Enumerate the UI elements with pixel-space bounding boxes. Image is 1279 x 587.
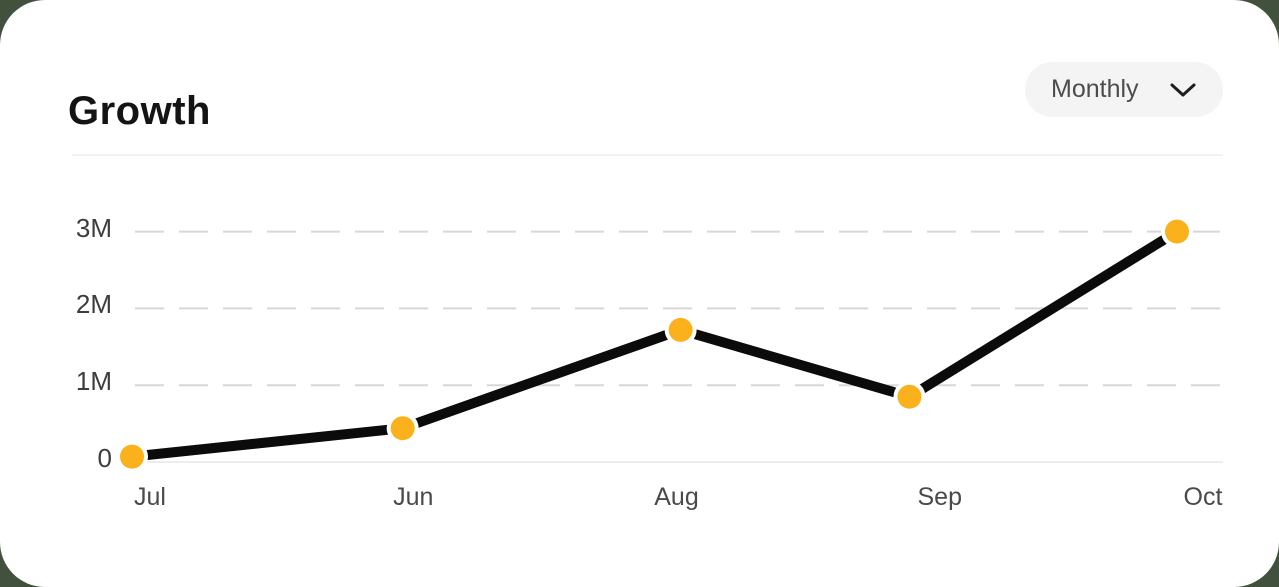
gridlines [135,230,1223,463]
y-axis-label-2M: 2M [75,289,112,320]
data-point-marker [897,384,922,409]
data-point-oct[interactable] [1161,215,1193,248]
data-point-marker [390,416,415,441]
page-title: Growth [68,88,211,133]
monthly-dropdown-label: Monthly [1051,75,1139,103]
data-point-marker [668,317,693,342]
y-axis-label-3M: 3M [75,212,112,243]
chevron-down-icon [1169,82,1197,98]
x-axis-label-oct: Oct [1183,483,1223,511]
x-axis-label-jun: Jun [393,483,434,511]
y-axis-label-0: 0 [97,443,112,473]
x-axis-label-sep: Sep [917,483,962,511]
data-point-marker [120,444,144,469]
data-point-aug[interactable] [664,313,697,346]
monthly-dropdown[interactable]: Monthly [1025,62,1223,117]
data-point-sep[interactable] [893,380,926,413]
header-divider [72,154,1223,156]
data-point-jul[interactable] [116,440,148,473]
data-point-marker [1165,219,1189,244]
x-axis-label-aug: Aug [654,483,699,511]
x-axis-label-jul: Jul [134,483,166,511]
y-axis-label-1M: 1M [75,366,112,397]
growth-line [127,226,1182,462]
data-point-jun[interactable] [386,412,419,445]
